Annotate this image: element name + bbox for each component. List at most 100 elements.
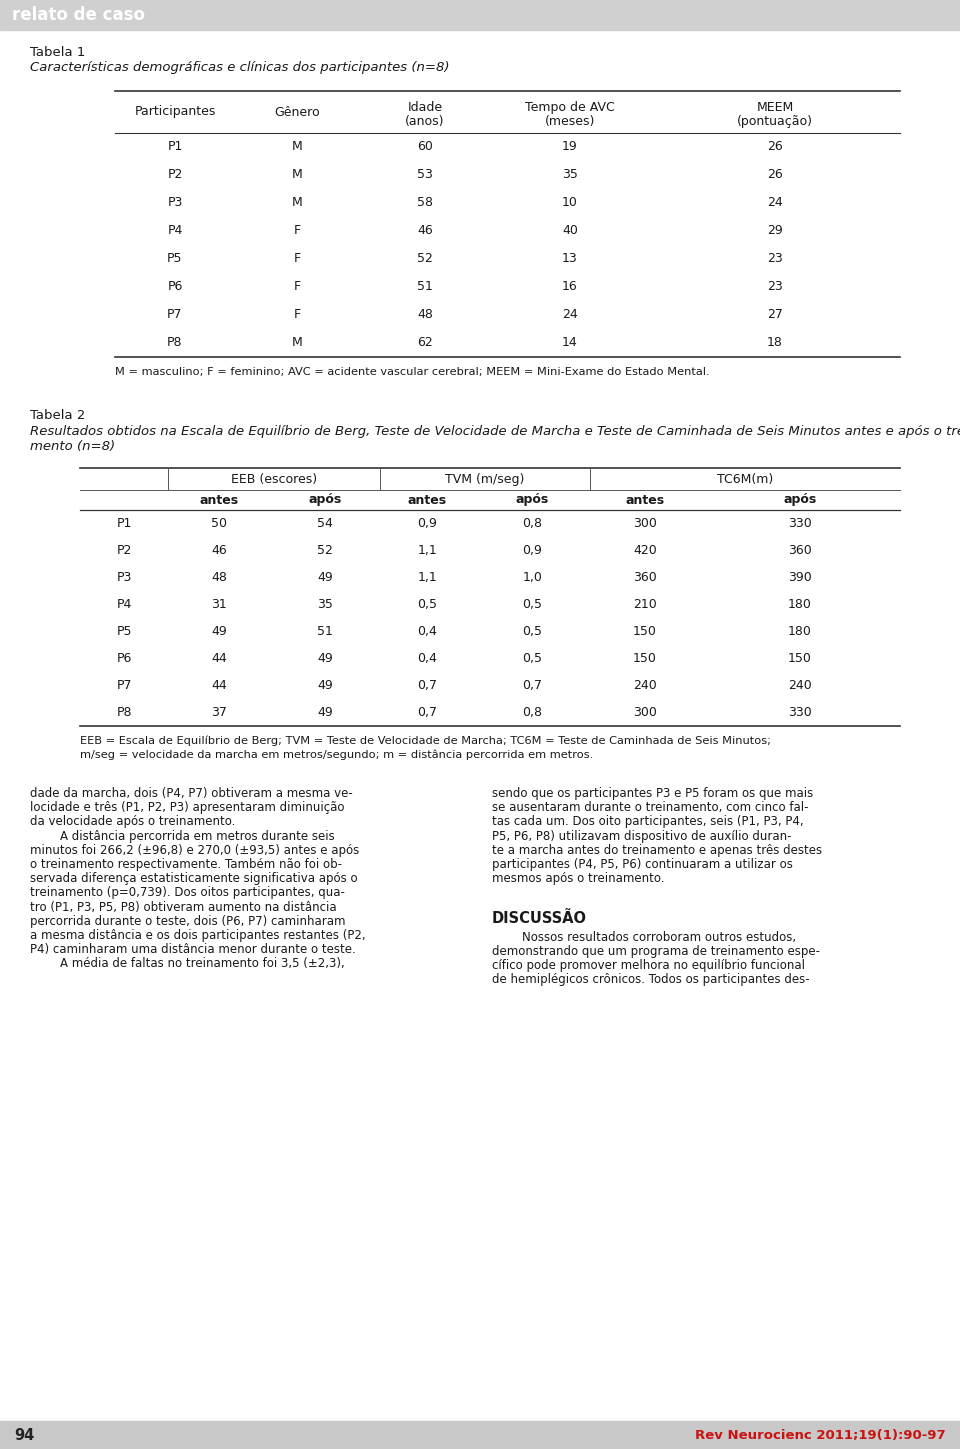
Text: Participantes: Participantes — [134, 106, 216, 119]
Text: se ausentaram durante o treinamento, com cinco fal-: se ausentaram durante o treinamento, com… — [492, 801, 808, 814]
Text: 420: 420 — [634, 543, 657, 556]
Text: DISCUSSÃO: DISCUSSÃO — [492, 910, 587, 926]
Text: 330: 330 — [788, 517, 812, 530]
Bar — [0, 0, 960, 30]
Text: 0,4: 0,4 — [418, 625, 438, 638]
Text: 180: 180 — [788, 598, 812, 611]
Text: Características demográficas e clínicas dos participantes (n=8): Características demográficas e clínicas … — [30, 61, 449, 74]
Text: 58: 58 — [417, 197, 433, 210]
Text: após: após — [516, 494, 549, 507]
Text: 52: 52 — [317, 543, 333, 556]
Text: relato de caso: relato de caso — [12, 6, 145, 25]
Text: P2: P2 — [116, 543, 132, 556]
Text: mesmos após o treinamento.: mesmos após o treinamento. — [492, 872, 664, 885]
Text: Tempo de AVC: Tempo de AVC — [525, 101, 614, 114]
Text: 0,8: 0,8 — [522, 706, 542, 719]
Text: P4: P4 — [116, 598, 132, 611]
Text: 0,5: 0,5 — [522, 652, 542, 665]
Text: 150: 150 — [633, 652, 657, 665]
Text: P7: P7 — [116, 680, 132, 693]
Text: 0,7: 0,7 — [418, 706, 438, 719]
Text: 150: 150 — [788, 652, 812, 665]
Text: 1,0: 1,0 — [522, 571, 542, 584]
Text: 51: 51 — [417, 281, 433, 294]
Text: F: F — [294, 252, 301, 265]
Text: 0,5: 0,5 — [522, 598, 542, 611]
Text: 62: 62 — [418, 336, 433, 349]
Text: 240: 240 — [788, 680, 812, 693]
Text: 23: 23 — [767, 252, 782, 265]
Text: M: M — [292, 168, 302, 181]
Text: P7: P7 — [167, 309, 182, 322]
Text: de hemiplégicos crônicos. Todos os participantes des-: de hemiplégicos crônicos. Todos os parti… — [492, 974, 809, 987]
Text: P5: P5 — [167, 252, 182, 265]
Text: após: após — [783, 494, 817, 507]
Text: 49: 49 — [317, 652, 333, 665]
Bar — [0, 1421, 960, 1449]
Text: 37: 37 — [211, 706, 227, 719]
Text: 51: 51 — [317, 625, 333, 638]
Text: 46: 46 — [418, 225, 433, 238]
Text: 60: 60 — [417, 141, 433, 154]
Text: P4) caminharam uma distância menor durante o teste.: P4) caminharam uma distância menor duran… — [30, 943, 356, 956]
Text: (anos): (anos) — [405, 114, 444, 128]
Text: da velocidade após o treinamento.: da velocidade após o treinamento. — [30, 816, 235, 829]
Text: P2: P2 — [167, 168, 182, 181]
Text: F: F — [294, 225, 301, 238]
Text: 26: 26 — [767, 168, 782, 181]
Text: (meses): (meses) — [545, 114, 595, 128]
Text: 35: 35 — [317, 598, 333, 611]
Text: P8: P8 — [116, 706, 132, 719]
Text: Resultados obtidos na Escala de Equilíbrio de Berg, Teste de Velocidade de March: Resultados obtidos na Escala de Equilíbr… — [30, 425, 960, 438]
Text: P6: P6 — [116, 652, 132, 665]
Text: 10: 10 — [562, 197, 578, 210]
Text: 1,1: 1,1 — [418, 571, 438, 584]
Text: 0,8: 0,8 — [522, 517, 542, 530]
Text: P3: P3 — [116, 571, 132, 584]
Text: antes: antes — [625, 494, 664, 507]
Text: demonstrando que um programa de treinamento espe-: demonstrando que um programa de treiname… — [492, 945, 820, 958]
Text: P4: P4 — [167, 225, 182, 238]
Text: Tabela 2: Tabela 2 — [30, 409, 85, 422]
Text: 360: 360 — [788, 543, 812, 556]
Text: MEEM: MEEM — [756, 101, 794, 114]
Text: 19: 19 — [563, 141, 578, 154]
Text: 13: 13 — [563, 252, 578, 265]
Text: após: após — [308, 494, 342, 507]
Text: 0,9: 0,9 — [418, 517, 438, 530]
Text: 180: 180 — [788, 625, 812, 638]
Text: 1,1: 1,1 — [418, 543, 438, 556]
Text: 300: 300 — [633, 517, 657, 530]
Text: 0,9: 0,9 — [522, 543, 542, 556]
Text: mento (n=8): mento (n=8) — [30, 440, 115, 454]
Text: P1: P1 — [116, 517, 132, 530]
Text: Rev Neurocienc 2011;19(1):90-97: Rev Neurocienc 2011;19(1):90-97 — [695, 1429, 946, 1442]
Text: servada diferença estatisticamente significativa após o: servada diferença estatisticamente signi… — [30, 872, 358, 885]
Text: o treinamento respectivamente. Também não foi ob-: o treinamento respectivamente. Também nã… — [30, 858, 342, 871]
Text: tas cada um. Dos oito participantes, seis (P1, P3, P4,: tas cada um. Dos oito participantes, sei… — [492, 816, 804, 829]
Text: 300: 300 — [633, 706, 657, 719]
Text: P1: P1 — [167, 141, 182, 154]
Text: Tabela 1: Tabela 1 — [30, 46, 85, 59]
Text: 0,5: 0,5 — [522, 625, 542, 638]
Text: M: M — [292, 141, 302, 154]
Text: 150: 150 — [633, 625, 657, 638]
Text: EEB (escores): EEB (escores) — [231, 472, 317, 485]
Text: 23: 23 — [767, 281, 782, 294]
Text: Nossos resultados corroboram outros estudos,: Nossos resultados corroboram outros estu… — [492, 930, 796, 943]
Text: 44: 44 — [211, 680, 227, 693]
Text: 29: 29 — [767, 225, 782, 238]
Text: 0,7: 0,7 — [522, 680, 542, 693]
Text: P5: P5 — [116, 625, 132, 638]
Text: 390: 390 — [788, 571, 812, 584]
Text: 49: 49 — [317, 571, 333, 584]
Text: minutos foi 266,2 (±96,8) e 270,0 (±93,5) antes e após: minutos foi 266,2 (±96,8) e 270,0 (±93,5… — [30, 843, 359, 856]
Text: 52: 52 — [417, 252, 433, 265]
Text: P6: P6 — [167, 281, 182, 294]
Text: 48: 48 — [417, 309, 433, 322]
Text: locidade e três (P1, P2, P3) apresentaram diminuição: locidade e três (P1, P2, P3) apresentara… — [30, 801, 345, 814]
Text: F: F — [294, 281, 301, 294]
Text: sendo que os participantes P3 e P5 foram os que mais: sendo que os participantes P3 e P5 foram… — [492, 787, 813, 800]
Text: TC6M(m): TC6M(m) — [717, 472, 773, 485]
Text: participantes (P4, P5, P6) continuaram a utilizar os: participantes (P4, P5, P6) continuaram a… — [492, 858, 793, 871]
